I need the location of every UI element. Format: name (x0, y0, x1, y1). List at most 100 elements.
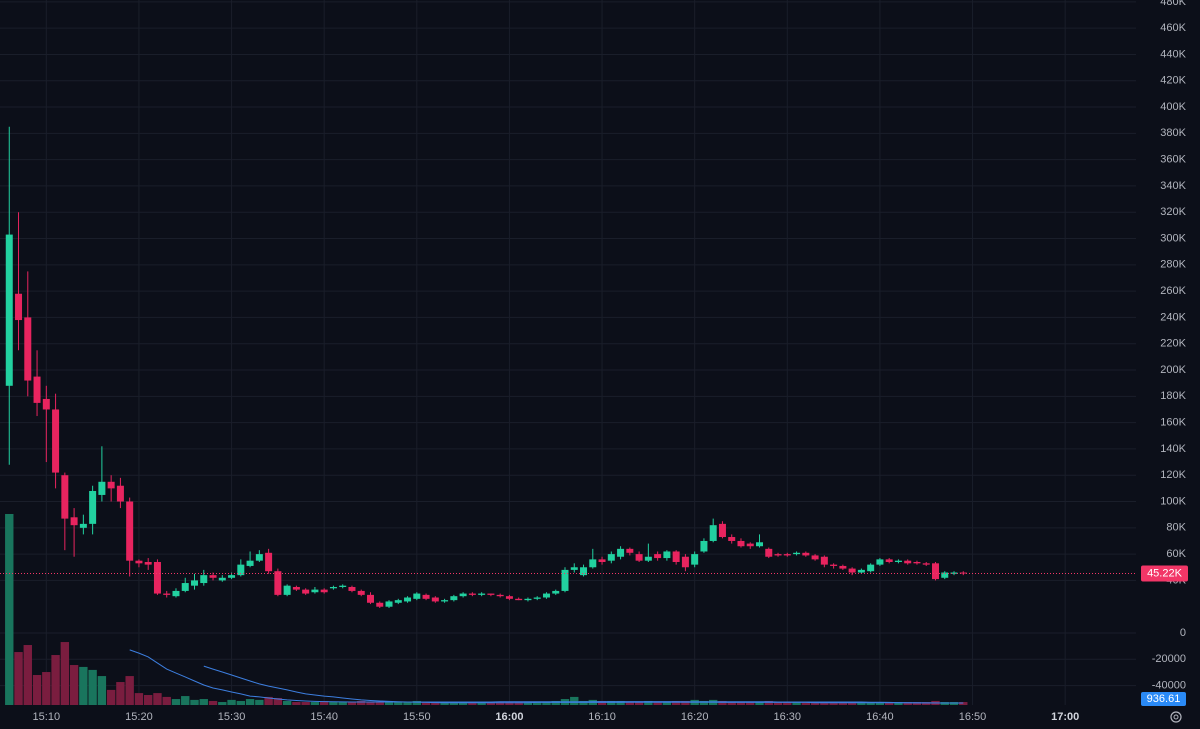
x-tick-label: 15:50 (403, 711, 431, 723)
y-tick-label: 120K (1160, 469, 1186, 481)
x-tick-label: 16:00 (495, 711, 523, 723)
candle-body (348, 586, 356, 591)
candle-body (135, 560, 143, 564)
x-tick-label: 16:20 (681, 711, 709, 723)
volume-bar (347, 702, 357, 705)
settings-icon-core[interactable] (1173, 714, 1179, 720)
x-tick-label: 17:00 (1051, 711, 1079, 723)
candle-body (931, 563, 939, 580)
candle-body (589, 559, 597, 568)
candle-body (339, 585, 347, 587)
volume-bar (579, 700, 588, 705)
candle-body (913, 562, 921, 564)
y-tick-label: 420K (1160, 75, 1186, 87)
volume-bar (847, 702, 857, 705)
candle-body (200, 575, 208, 584)
candle-body (515, 598, 523, 601)
candle-body (718, 523, 726, 538)
volume-ma-line (203, 665, 954, 704)
volume-bar (245, 699, 255, 705)
volume-bar (153, 693, 162, 705)
candle-body (922, 563, 930, 565)
y-tick-label: 280K (1160, 259, 1186, 271)
candle-body (246, 560, 254, 566)
volume-bar (940, 702, 949, 705)
candle-body (441, 600, 449, 602)
volume-bar (533, 702, 542, 705)
y-tick-label: 260K (1160, 285, 1186, 297)
y-tick-label: 180K (1160, 390, 1186, 402)
candle-body (450, 596, 458, 601)
y-tick-label: -20000 (1152, 653, 1186, 665)
y-tick-label: 320K (1160, 206, 1186, 218)
candle-body (959, 572, 967, 574)
x-tick-label: 15:10 (33, 711, 61, 723)
candle-body (311, 589, 319, 593)
candle-body (570, 567, 578, 570)
candle-body (496, 594, 504, 597)
volume-bar (449, 702, 459, 705)
volume-bar (366, 702, 375, 705)
candle-body (283, 585, 291, 595)
volume-bar (875, 702, 885, 705)
candle-body (663, 551, 671, 559)
candle-body (394, 600, 402, 603)
y-tick-label: 240K (1160, 311, 1186, 323)
candle-body (654, 554, 662, 559)
candle-body (181, 583, 189, 591)
volume-bar (134, 693, 144, 705)
x-tick-label: 16:50 (959, 711, 987, 723)
volume-bar (810, 702, 820, 705)
candle-body (209, 575, 217, 578)
volume-bar (51, 655, 60, 705)
volume-bar (319, 700, 329, 705)
volume-bar (106, 689, 116, 705)
settings-icon[interactable] (1170, 711, 1182, 723)
volume-bar (959, 702, 968, 705)
volume-bar (357, 700, 366, 705)
volume-bar (69, 665, 79, 705)
volume-bar (746, 702, 755, 705)
candle-body (33, 376, 41, 403)
last-price-label: 45.22K (1147, 567, 1183, 579)
y-tick-label: 380K (1160, 127, 1186, 139)
y-tick-label: 100K (1160, 495, 1186, 507)
candle-body (163, 593, 171, 595)
volume-bar (570, 696, 579, 705)
y-tick-label: 340K (1160, 180, 1186, 192)
y-tick-label: 160K (1160, 417, 1186, 429)
candle-body (89, 490, 97, 524)
settings-icon-ring[interactable] (1170, 711, 1182, 723)
volume-bar (736, 702, 746, 705)
candle-body (218, 577, 226, 581)
candle-body (765, 548, 773, 557)
y-tick-label: 360K (1160, 154, 1186, 166)
volume-bar (162, 696, 171, 705)
volume-bar (681, 700, 690, 705)
candle-body (746, 543, 754, 547)
candle-body (15, 293, 23, 321)
x-tick-label: 15:30 (218, 711, 246, 723)
candle-body (617, 548, 625, 557)
volume-bar (829, 702, 838, 705)
candle-body (153, 562, 161, 594)
x-tick-label: 15:40 (310, 711, 338, 723)
candle-body (783, 554, 791, 556)
volume-bar (255, 699, 264, 705)
candle-body (894, 560, 902, 563)
candle-body (756, 542, 764, 547)
volume-bar (431, 702, 440, 705)
volume-bar (755, 702, 764, 705)
volume-bar (884, 702, 894, 705)
candle-body (24, 317, 32, 381)
candle-body (580, 567, 588, 576)
volume-bar (671, 700, 681, 705)
candle-body (42, 398, 50, 410)
candle-body (320, 589, 328, 593)
volume-bar (644, 700, 653, 705)
candle-body (904, 560, 912, 564)
candle-body (607, 554, 615, 561)
y-tick-label: 220K (1160, 338, 1186, 350)
